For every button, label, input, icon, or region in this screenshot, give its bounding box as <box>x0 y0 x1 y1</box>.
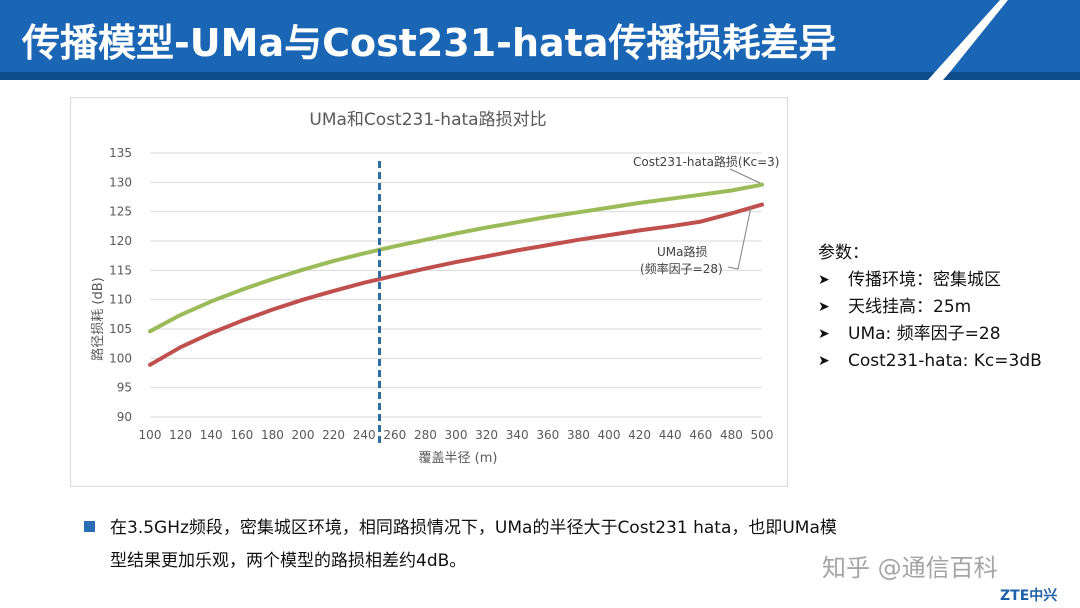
x-tick-label: 500 <box>751 428 774 442</box>
x-tick-label: 340 <box>506 428 529 442</box>
y-tick-label: 100 <box>109 351 132 365</box>
callout-line-uma <box>727 206 752 270</box>
conclusion-bullet: 在3.5GHz频段，密集城区环境，相同路损情况下，UMa的半径大于Cost231… <box>84 512 984 578</box>
title-banner <box>0 0 1080 80</box>
series-line-cost231 <box>148 182 764 334</box>
x-tick-label: 360 <box>536 428 559 442</box>
conclusion-line-2: 型结果更加乐观，两个模型的路损相差约4dB。 <box>110 551 467 571</box>
x-tick-label: 320 <box>475 428 498 442</box>
y-tick-labels: 90 95 100 105 110 115 120 125 130 135 <box>109 146 132 424</box>
chart-frame <box>70 97 788 487</box>
y-tick-label: 105 <box>109 322 132 336</box>
arrow-bullet-icon: ➤ <box>818 272 830 288</box>
x-tick-labels: 100 120 140 160 180 200 220 240 260 280 300 320 340 3… <box>139 428 774 442</box>
x-tick-label: 380 <box>567 428 590 442</box>
slide-title: 传播模型-UMa与Cost231-hata传播损耗差异 <box>22 21 837 65</box>
parameter-item: ➤ 天线挂高：25m <box>818 294 1042 321</box>
y-tick-label: 125 <box>109 205 132 219</box>
x-tick-label: 260 <box>383 428 406 442</box>
x-tick-label: 440 <box>659 428 682 442</box>
x-tick-label: 180 <box>261 428 284 442</box>
parameter-item: ➤ Cost231-hata: Kc=3dB <box>818 348 1042 375</box>
x-tick-label: 100 <box>139 428 162 442</box>
x-tick-label: 140 <box>200 428 223 442</box>
parameter-item: ➤ UMa: 频率因子=28 <box>818 321 1042 348</box>
x-tick-label: 120 <box>169 428 192 442</box>
square-bullet-icon <box>84 521 95 532</box>
series-line-uma <box>148 202 764 367</box>
watermark: 知乎 @通信百科 <box>822 554 998 582</box>
x-tick-label: 240 <box>353 428 376 442</box>
y-tick-label: 120 <box>109 234 132 248</box>
y-tick-label: 130 <box>109 175 132 189</box>
x-tick-label: 300 <box>445 428 468 442</box>
y-tick-label: 90 <box>117 410 132 424</box>
arrow-bullet-icon: ➤ <box>818 353 830 369</box>
arrow-bullet-icon: ➤ <box>818 326 830 342</box>
chart-grid <box>150 152 762 418</box>
parameter-item: ➤ 传播环境：密集城区 <box>818 267 1042 294</box>
arrow-bullet-icon: ➤ <box>818 299 830 315</box>
zte-logo: ZTE中兴 <box>1000 588 1058 604</box>
series-label-uma-line1: UMa路损 <box>657 244 708 259</box>
callout-line-cost231 <box>729 168 761 184</box>
x-axis-label: 覆盖半径 (m) <box>419 451 498 466</box>
x-tick-label: 280 <box>414 428 437 442</box>
y-tick-label: 115 <box>109 263 132 277</box>
x-tick-label: 160 <box>230 428 253 442</box>
path-loss-chart: 90 95 100 105 110 115 120 125 130 135 100 120 140 16… <box>90 110 779 466</box>
x-tick-label: 400 <box>598 428 621 442</box>
chart-title: UMa和Cost231-hata路损对比 <box>309 110 546 130</box>
series-label-cost231: Cost231-hata路损(Kc=3) <box>633 154 779 169</box>
y-tick-label: 95 <box>117 381 132 395</box>
x-tick-label: 220 <box>322 428 345 442</box>
x-tick-label: 480 <box>720 428 743 442</box>
y-tick-label: 135 <box>109 146 132 160</box>
parameters-panel: 参数： ➤ 传播环境：密集城区 ➤ 天线挂高：25m ➤ UMa: 频率因子=28 ➤… <box>818 240 1042 375</box>
x-tick-label: 460 <box>689 428 712 442</box>
x-tick-label: 420 <box>628 428 651 442</box>
y-axis-label: 路径损耗 (dB) <box>90 277 106 360</box>
parameters-title: 参数： <box>818 243 869 263</box>
series-label-uma-line2: (频率因子=28) <box>640 261 723 276</box>
y-tick-label: 110 <box>109 293 132 307</box>
conclusion-line-1: 在3.5GHz频段，密集城区环境，相同路损情况下，UMa的半径大于Cost231… <box>110 518 837 538</box>
x-tick-label: 200 <box>292 428 315 442</box>
chart-series <box>148 182 764 367</box>
